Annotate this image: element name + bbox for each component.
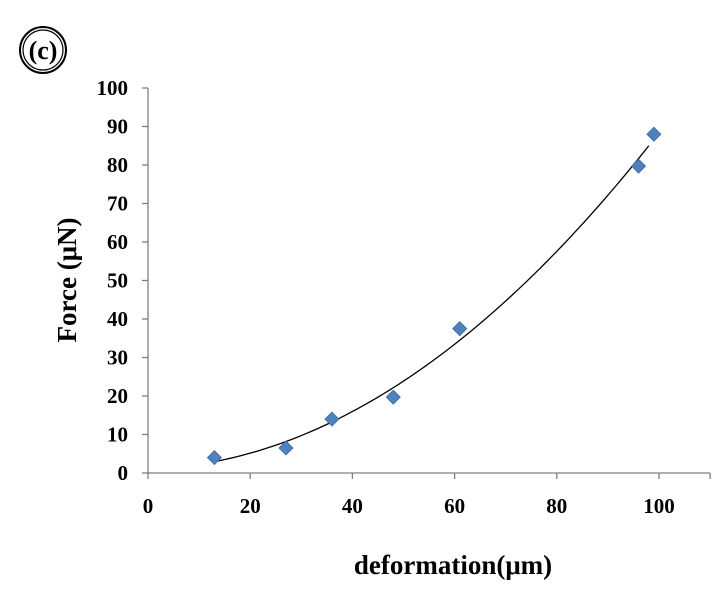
y-tick-label: 90 [107,115,128,139]
x-tick-label: 20 [240,494,261,518]
data-point [206,450,222,466]
data-point [385,389,401,405]
y-tick-label: 60 [107,230,128,254]
data-point [630,158,647,174]
data-point [646,126,662,142]
x-tick-label: 40 [342,494,363,518]
data-point [324,411,340,427]
panel-label-circle-inner [22,29,64,71]
data-point [452,321,468,337]
x-tick-label: 100 [643,494,675,518]
trendline [214,145,650,463]
axes [142,87,711,479]
y-tick-label: 50 [107,269,128,293]
y-tick-label: 70 [107,192,128,216]
y-tick-label: 40 [107,307,128,331]
x-tick-labels: 0 20 40 60 80 100 [143,494,675,518]
x-tick-label: 0 [143,494,154,518]
data-point [278,440,294,456]
y-tick-labels: 0 10 20 30 40 50 60 70 80 90 100 [97,76,129,485]
panel-label-circle [19,26,67,74]
panel-label: (c) [29,36,58,65]
y-tick-label: 0 [118,461,129,485]
y-tick-label: 100 [97,76,129,100]
panel-label-group: (c) [19,26,67,74]
y-tick-label: 80 [107,153,128,177]
y-tick-label: 20 [107,384,128,408]
x-tick-label: 80 [546,494,567,518]
y-tick-label: 30 [107,346,128,370]
x-axis-title: deformation(μm) [354,550,552,580]
y-axis-title: Force (μN) [52,218,82,343]
trendline-group [214,145,650,463]
data-points [206,126,662,466]
y-tick-label: 10 [107,423,128,447]
x-tick-label: 60 [444,494,465,518]
